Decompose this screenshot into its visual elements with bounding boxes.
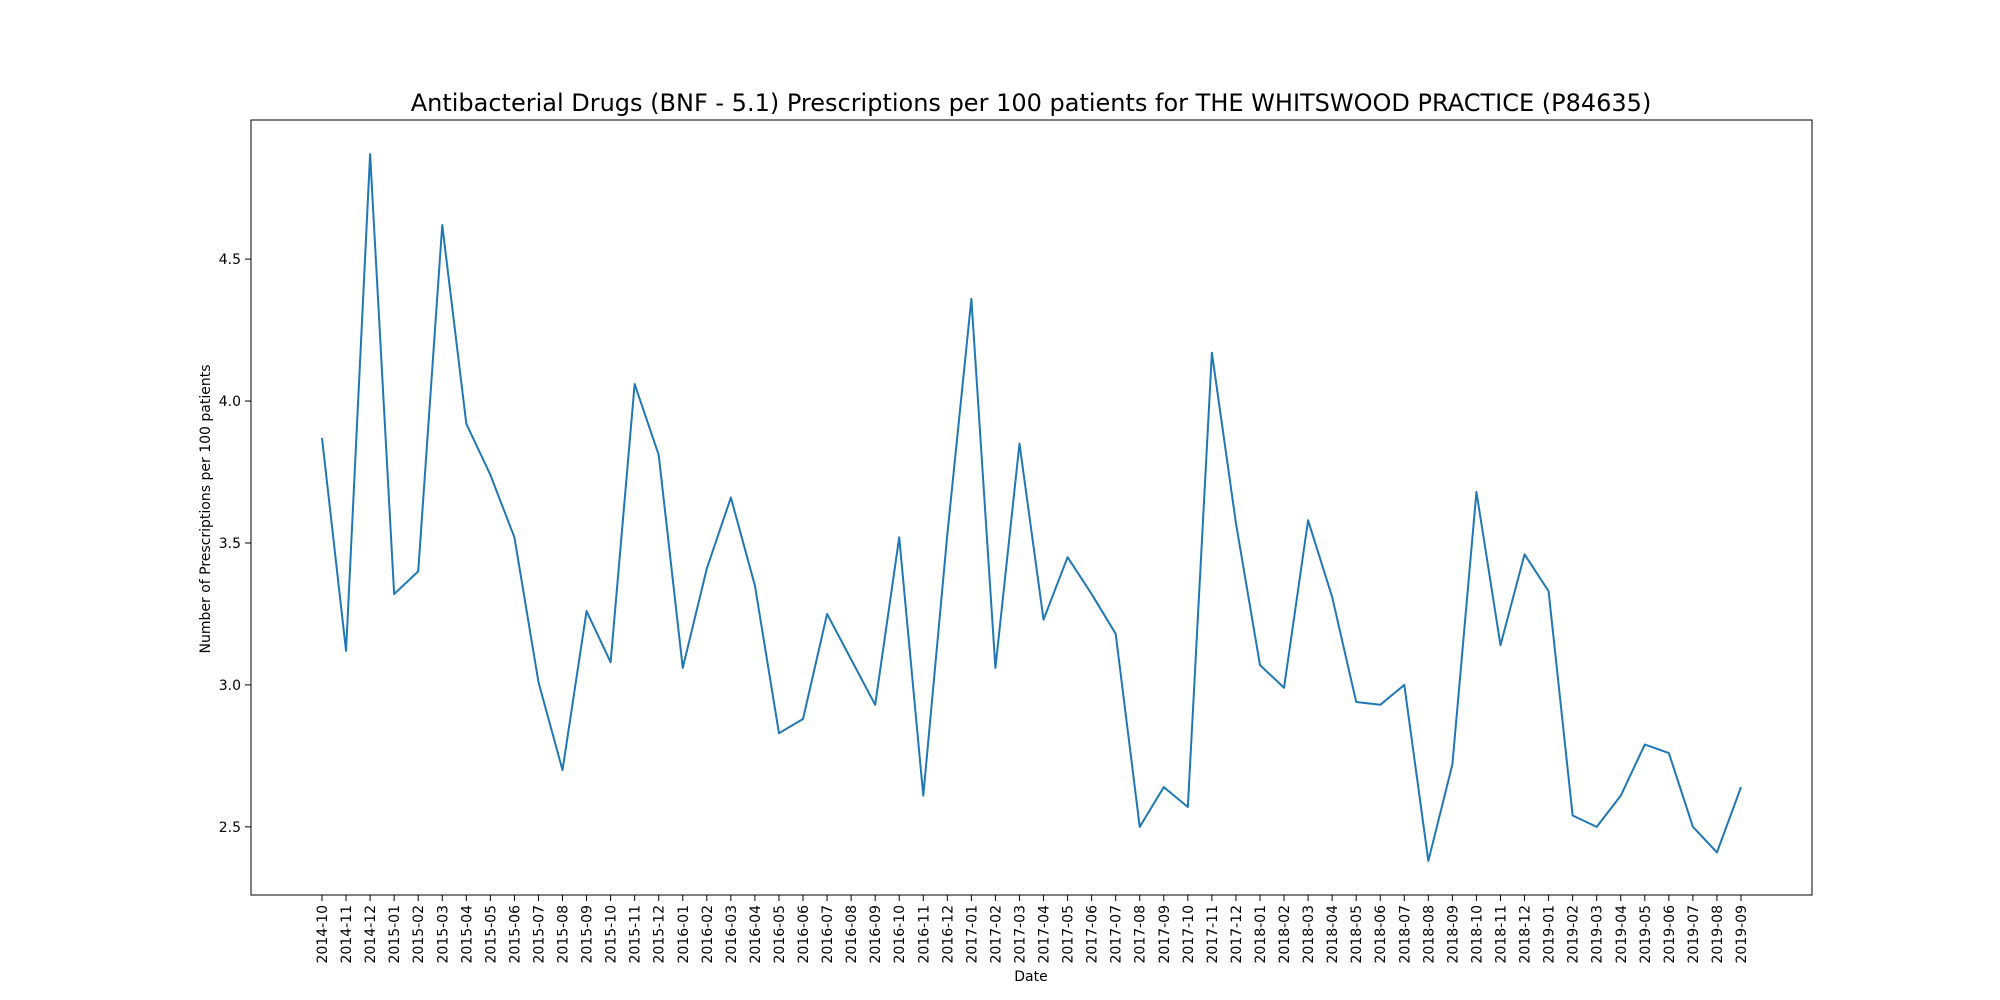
x-tick-label: 2017-10 (1181, 905, 1197, 964)
x-tick-label: 2016-11 (916, 905, 932, 964)
x-tick-label: 2017-11 (1205, 905, 1221, 964)
x-tick-label: 2017-09 (1157, 905, 1173, 964)
x-tick-label: 2019-05 (1638, 905, 1654, 964)
x-tick-label: 2015-08 (556, 905, 572, 964)
x-tick-label: 2015-02 (411, 905, 427, 964)
x-tick-label: 2016-09 (868, 905, 884, 964)
x-tick-label: 2019-07 (1686, 905, 1702, 964)
x-tick-label: 2018-01 (1253, 905, 1269, 964)
x-tick-label: 2016-10 (892, 905, 908, 964)
x-tick-label: 2016-02 (700, 905, 716, 964)
x-tick-label: 2018-09 (1445, 905, 1461, 964)
x-tick-label: 2015-07 (531, 905, 547, 964)
x-tick-label: 2019-03 (1590, 905, 1606, 964)
x-tick-label: 2015-04 (459, 905, 475, 964)
x-tick-label: 2018-07 (1397, 905, 1413, 964)
plot-area (321, 153, 1742, 862)
x-tick-label: 2018-11 (1493, 905, 1509, 964)
y-tick-label: 4.5 (219, 252, 241, 268)
x-tick-label: 2014-10 (315, 905, 331, 964)
x-axis: 2014-10 2014-11 2014-12 2015-01 2015-02 2015-… (315, 895, 1750, 964)
x-tick-label: 2019-06 (1662, 905, 1678, 964)
y-axis-label: Number of Prescriptions per 100 patients (198, 365, 214, 654)
y-tick-label: 4.0 (219, 394, 241, 410)
x-tick-label: 2017-12 (1229, 905, 1245, 964)
x-tick-label: 2014-11 (339, 905, 355, 964)
series-line (321, 153, 1742, 862)
x-tick-label: 2019-02 (1566, 905, 1582, 964)
x-tick-label: 2014-12 (363, 905, 379, 964)
x-tick-label: 2019-04 (1614, 905, 1630, 964)
x-tick-label: 2016-07 (820, 905, 836, 964)
chart-title: Antibacterial Drugs (BNF - 5.1) Prescrip… (411, 89, 1652, 117)
x-tick-label: 2015-11 (628, 905, 644, 964)
x-tick-label: 2015-10 (604, 905, 620, 964)
x-tick-label: 2016-12 (940, 905, 956, 964)
x-tick-label: 2016-04 (748, 905, 764, 964)
x-tick-label: 2019-01 (1542, 905, 1558, 964)
x-tick-label: 2018-08 (1421, 905, 1437, 964)
x-tick-label: 2018-04 (1325, 905, 1341, 964)
x-tick-label: 2015-03 (435, 905, 451, 964)
x-tick-label: 2017-01 (964, 905, 980, 964)
x-tick-label: 2018-05 (1349, 905, 1365, 964)
x-tick-label: 2018-12 (1518, 905, 1534, 964)
y-tick-label: 2.5 (219, 820, 241, 836)
x-tick-label: 2017-06 (1085, 905, 1101, 964)
x-tick-label: 2016-06 (796, 905, 812, 964)
x-axis-label: Date (1014, 969, 1047, 985)
x-tick-label: 2017-04 (1037, 905, 1053, 964)
x-tick-label: 2016-03 (724, 905, 740, 964)
x-tick-label: 2019-09 (1734, 905, 1750, 964)
x-tick-label: 2018-03 (1301, 905, 1317, 964)
x-tick-label: 2017-05 (1061, 905, 1077, 964)
x-tick-label: 2015-12 (652, 905, 668, 964)
x-tick-label: 2015-05 (483, 905, 499, 964)
x-tick-label: 2018-06 (1373, 905, 1389, 964)
y-tick-label: 3.5 (219, 536, 241, 552)
x-tick-label: 2017-02 (988, 905, 1004, 964)
x-tick-label: 2017-03 (1012, 905, 1028, 964)
x-tick-label: 2018-10 (1469, 905, 1485, 964)
x-tick-label: 2016-01 (676, 905, 692, 964)
x-tick-label: 2019-08 (1710, 905, 1726, 964)
plot-frame (250, 119, 1813, 896)
x-tick-label: 2018-02 (1277, 905, 1293, 964)
x-tick-label: 2016-08 (844, 905, 860, 964)
x-tick-label: 2017-07 (1109, 905, 1125, 964)
x-tick-label: 2015-01 (387, 905, 403, 964)
x-tick-label: 2015-09 (580, 905, 596, 964)
x-tick-label: 2016-05 (772, 905, 788, 964)
y-axis: 2.5 3.0 3.5 4.0 4.5 (219, 252, 251, 836)
y-tick-label: 3.0 (219, 678, 241, 694)
x-tick-label: 2015-06 (507, 905, 523, 964)
x-tick-label: 2017-08 (1133, 905, 1149, 964)
